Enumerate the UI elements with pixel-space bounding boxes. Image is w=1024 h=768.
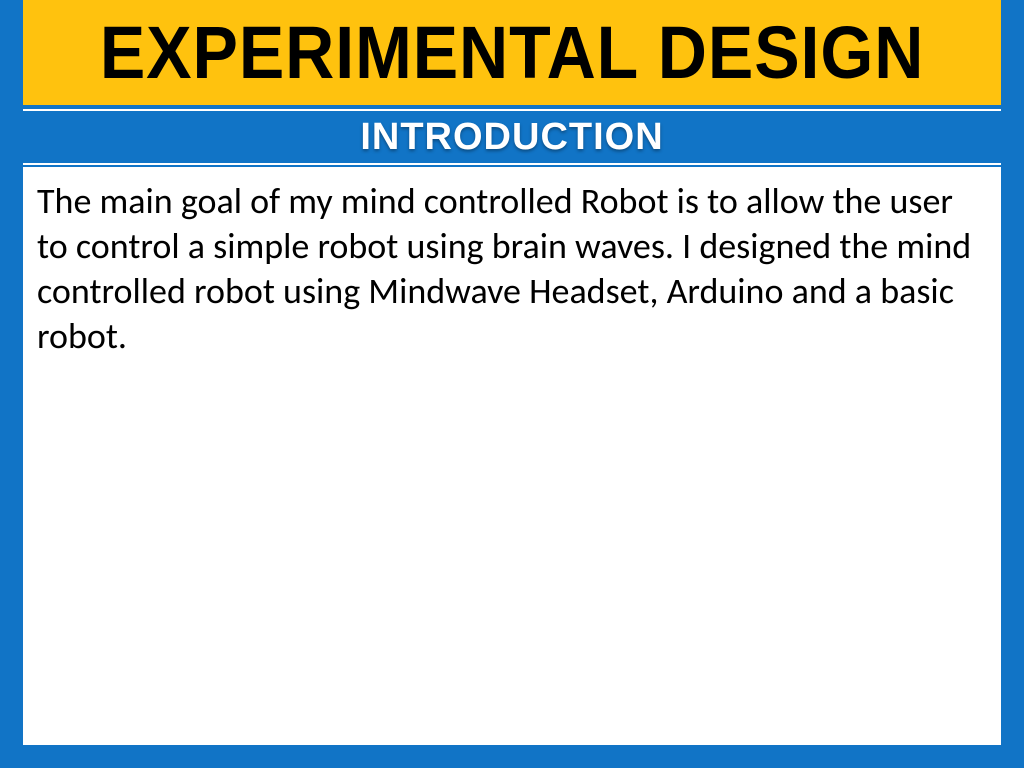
title-bar: EXPERIMENTAL DESIGN bbox=[23, 0, 1001, 105]
content-area: The main goal of my mind controlled Robo… bbox=[23, 167, 1001, 745]
page-title: EXPERIMENTAL DESIGN bbox=[100, 10, 924, 95]
body-paragraph: The main goal of my mind controlled Robo… bbox=[37, 179, 987, 359]
section-heading: INTRODUCTION bbox=[360, 116, 663, 159]
subtitle-bar: INTRODUCTION bbox=[23, 109, 1001, 165]
